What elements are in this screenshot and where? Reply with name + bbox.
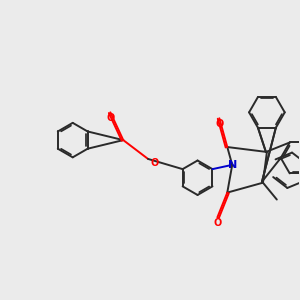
Text: O: O — [106, 113, 115, 123]
Text: O: O — [213, 218, 221, 228]
Text: N: N — [228, 160, 237, 170]
Text: O: O — [215, 118, 224, 129]
Text: O: O — [151, 158, 159, 168]
